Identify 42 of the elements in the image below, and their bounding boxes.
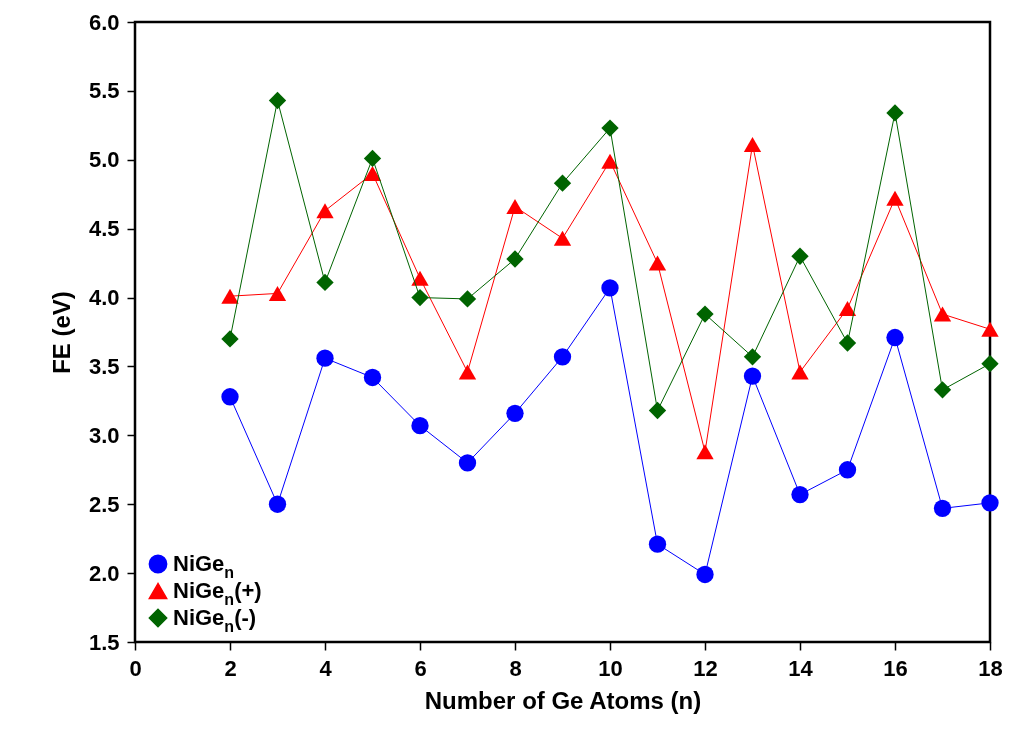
y-tick-label: 6.0 [88,9,120,35]
y-tick-label: 3.5 [88,353,120,379]
point [411,288,429,307]
point [933,499,952,517]
y-tick-label: 4.5 [88,216,120,242]
x-tick-label: 4 [319,655,333,681]
y-tick-label: 5.5 [88,78,120,104]
y-tick-label: 4.0 [88,285,120,311]
x-tick-label: 0 [129,655,142,681]
x-axis-title: Number of Ge Atoms (n) [424,686,702,714]
legend-label: NiGe$_{n}$(+) [173,578,262,608]
point [838,334,857,352]
point [221,388,239,406]
y-axis-title: FE (eV) [47,291,75,374]
point [363,368,382,387]
x-tick-label: 12 [693,655,718,681]
x-tick-label: 14 [788,655,814,681]
legend-label: NiGe$_{n}$ [173,551,235,581]
x-tick-label: 16 [883,655,908,681]
y-tick-label: 2.0 [88,560,120,586]
legend-label: NiGe$_{n}$(-) [173,605,257,635]
y-tick-label: 3.0 [88,422,120,448]
y-tick-label: 5.0 [88,147,120,173]
point [933,306,952,322]
point [553,230,572,246]
x-tick-label: 6 [414,655,427,681]
point [981,494,999,512]
point [316,273,334,292]
x-tick-label: 8 [509,655,522,681]
x-tick-label: 2 [224,655,237,681]
point [221,288,239,304]
point [268,285,287,301]
point [981,355,999,373]
point [981,321,999,337]
point [458,290,477,308]
point [933,381,952,399]
y-tick-label: 1.5 [88,629,120,655]
point [648,255,667,271]
point [838,461,857,479]
x-tick-label: 10 [598,655,623,681]
y-tick-label: 2.5 [88,491,120,517]
x-tick-label: 18 [978,655,1003,681]
